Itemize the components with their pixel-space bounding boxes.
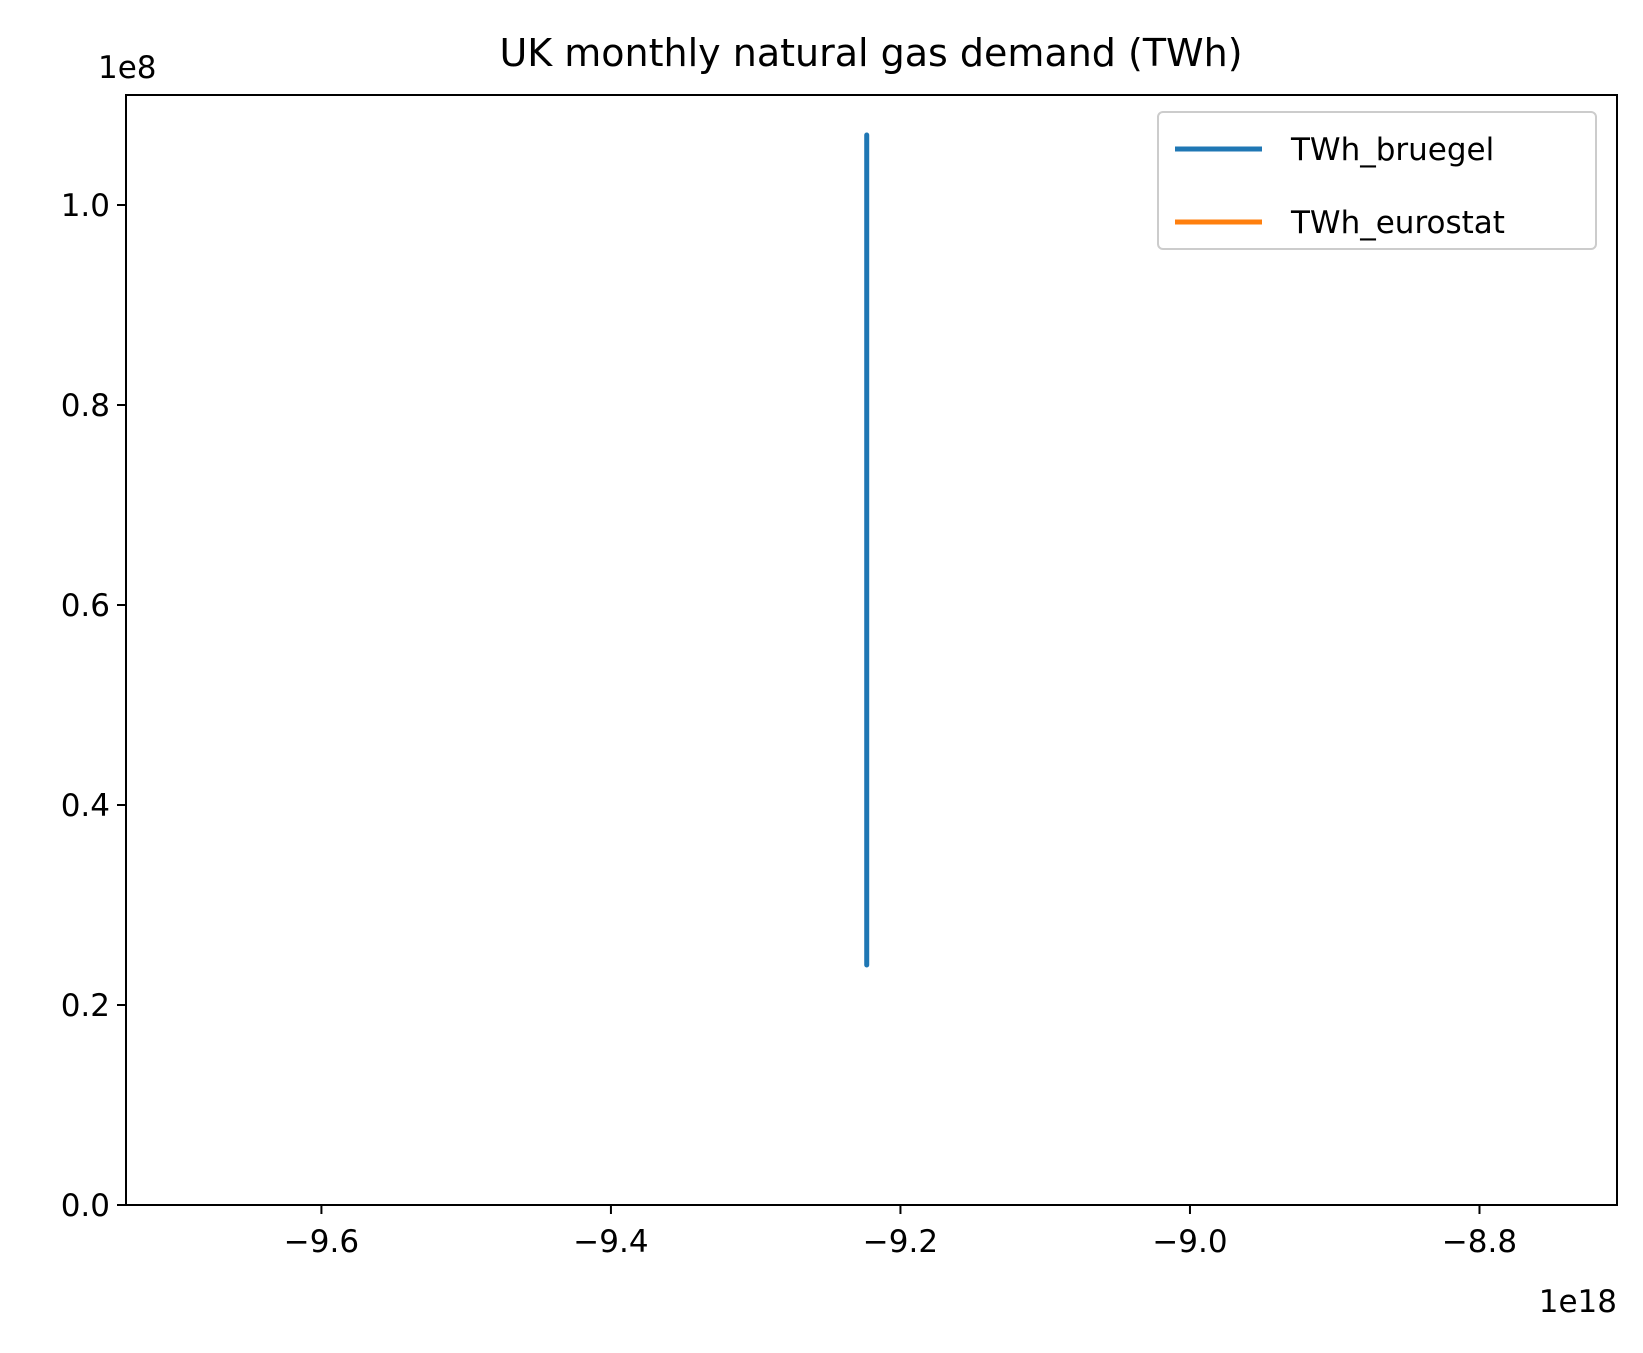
legend-label: TWh_eurostat	[1290, 205, 1505, 241]
legend-box	[1157, 111, 1597, 250]
chart-title: UK monthly natural gas demand (TWh)	[499, 31, 1242, 75]
x-tick-label: −9.6	[284, 1224, 359, 1260]
x-tick-label: −8.8	[1442, 1224, 1517, 1260]
legend-label: TWh_bruegel	[1290, 132, 1494, 168]
y-tick-label: 0.0	[61, 1188, 110, 1224]
x-tick-label: −9.2	[863, 1224, 938, 1260]
x-axis-offset-label: 1e18	[1539, 1284, 1617, 1320]
y-tick-label: 0.2	[61, 988, 110, 1024]
y-axis-offset-label: 1e8	[98, 50, 157, 86]
x-tick-label: −9.0	[1152, 1224, 1227, 1260]
plot-frame	[125, 94, 1618, 1206]
y-tick-label: 1.0	[61, 188, 110, 224]
y-tick-label: 0.4	[61, 788, 110, 824]
y-tick-label: 0.6	[61, 588, 110, 624]
x-tick-label: −9.4	[573, 1224, 648, 1260]
y-tick-label: 0.8	[61, 388, 110, 424]
